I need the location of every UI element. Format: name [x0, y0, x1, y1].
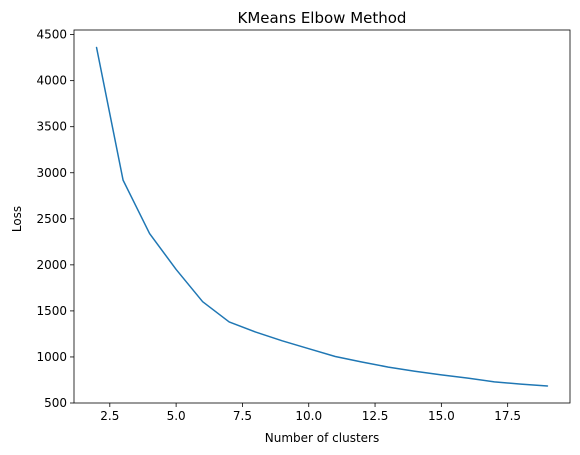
axes-frame: [73, 29, 571, 404]
loss-series-line: [95, 46, 549, 387]
y-tick-label: 500: [44, 396, 67, 410]
x-tick-label: 17.5: [494, 409, 521, 423]
x-tick-label: 10.0: [295, 409, 322, 423]
y-tick-label: 2500: [36, 212, 67, 226]
chart-title: KMeans Elbow Method: [238, 9, 407, 27]
y-tick-label: 1500: [36, 304, 67, 318]
y-tick-label: 1000: [36, 350, 67, 364]
y-tick-label: 3000: [36, 166, 67, 180]
x-tick-label: 15.0: [428, 409, 455, 423]
x-tick-label: 7.5: [233, 409, 252, 423]
y-tick-label: 2000: [36, 258, 67, 272]
x-axis-label: Number of clusters: [265, 431, 379, 445]
x-tick-label: 12.5: [362, 409, 389, 423]
y-tick-label: 4500: [36, 28, 67, 42]
y-tick-label: 4000: [36, 74, 67, 88]
y-tick-label: 3500: [36, 120, 67, 134]
x-tick-label: 2.5: [100, 409, 119, 423]
plot-area: 2.5 5.0 7.5 10.0 12.5 15.0 17.5 500 1000 1500 2000…: [36, 28, 571, 423]
x-tick-label: 5.0: [167, 409, 186, 423]
y-axis-label: Loss: [10, 206, 24, 232]
